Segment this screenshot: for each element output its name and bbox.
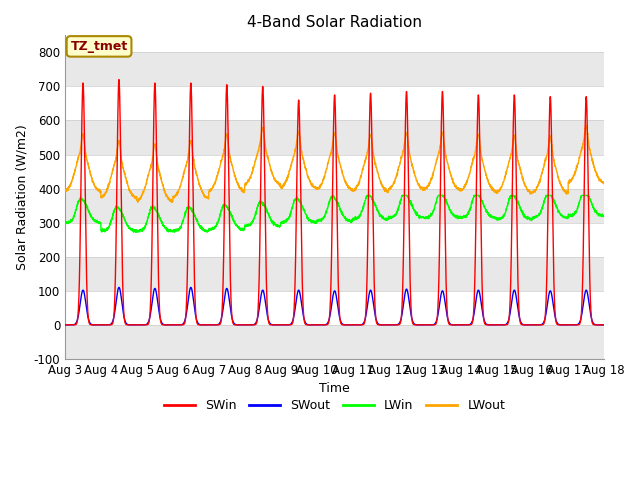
LWin — [600, 213, 608, 219]
LWin — [329, 192, 337, 198]
Title: 4-Band Solar Radiation: 4-Band Solar Radiation — [247, 15, 422, 30]
SWout — [115, 285, 123, 290]
SWin — [123, 322, 131, 328]
LWout — [600, 181, 608, 187]
Bar — [65, 325, 604, 359]
Bar — [65, 257, 604, 291]
LWout — [590, 163, 598, 168]
LWout — [582, 122, 590, 128]
SWout — [155, 307, 163, 312]
Bar — [65, 120, 604, 155]
SWout — [268, 322, 276, 327]
Text: TZ_tmet: TZ_tmet — [70, 40, 128, 53]
Bar — [65, 223, 604, 257]
SWin — [600, 322, 608, 328]
LWout — [532, 187, 540, 192]
SWout — [123, 321, 131, 327]
SWout — [600, 322, 608, 328]
Y-axis label: Solar Radiation (W/m2): Solar Radiation (W/m2) — [15, 124, 28, 270]
LWin — [590, 205, 598, 211]
SWin — [291, 271, 299, 277]
SWin — [268, 322, 276, 328]
SWout — [61, 322, 69, 328]
Line: SWin: SWin — [65, 80, 604, 325]
Bar — [65, 86, 604, 120]
LWout — [134, 199, 141, 205]
Bar — [65, 291, 604, 325]
SWin — [61, 322, 69, 328]
LWin — [268, 220, 276, 226]
Legend: SWin, SWout, LWin, LWout: SWin, SWout, LWin, LWout — [159, 395, 510, 418]
SWin — [115, 77, 123, 83]
LWin — [132, 229, 140, 235]
SWin — [589, 322, 597, 327]
LWin — [123, 220, 131, 226]
LWout — [61, 189, 69, 195]
Bar — [65, 155, 604, 189]
SWout — [291, 305, 299, 311]
LWout — [123, 179, 131, 184]
SWout — [589, 321, 597, 326]
LWout — [155, 168, 163, 174]
SWout — [532, 322, 540, 328]
Line: SWout: SWout — [65, 288, 604, 325]
LWout — [268, 169, 276, 175]
Line: LWin: LWin — [65, 195, 604, 232]
X-axis label: Time: Time — [319, 383, 350, 396]
Bar — [65, 52, 604, 86]
LWout — [291, 148, 299, 154]
Bar — [65, 189, 604, 223]
LWin — [155, 212, 163, 217]
Bar — [65, 18, 604, 52]
SWin — [532, 322, 540, 328]
SWin — [155, 283, 163, 288]
LWin — [291, 197, 299, 203]
LWin — [532, 213, 540, 219]
Line: LWout: LWout — [65, 125, 604, 202]
LWin — [61, 219, 69, 225]
